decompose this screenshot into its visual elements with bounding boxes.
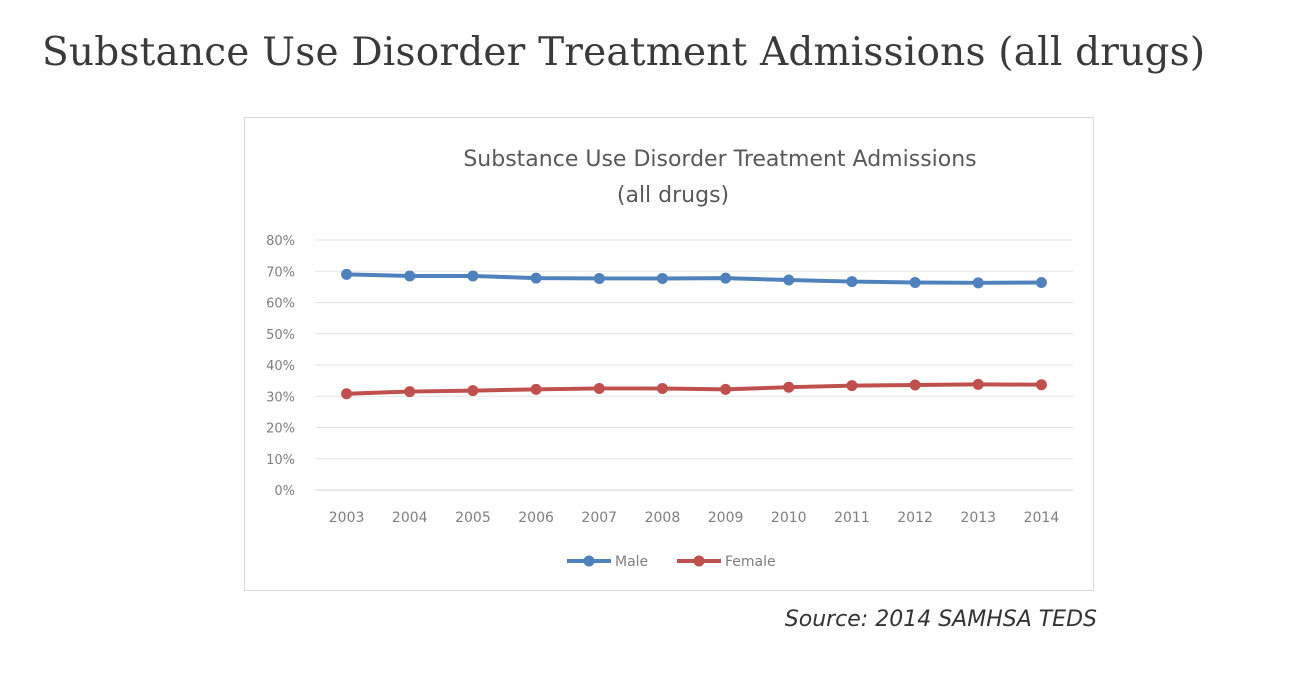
y-tick-label: 70% [266,265,295,280]
y-tick-label: 30% [266,390,295,405]
chart-frame: Substance Use Disorder Treatment Admissi… [244,117,1094,591]
series-female [341,378,1047,400]
legend-swatch-marker [583,555,595,567]
data-point [783,381,795,393]
data-point [656,382,668,394]
data-point [404,270,416,282]
data-point [530,272,542,284]
x-tick-label: 2008 [645,510,681,526]
legend: Male Female [567,554,776,570]
x-tick-label: 2007 [581,510,617,526]
legend-item-male: Male [567,554,648,570]
data-point [1035,277,1047,288]
y-axis-ticks: 0% 10% 20% 30% 40% 50% 60% 70% 80% [266,234,295,499]
data-point [720,383,732,395]
data-point [846,380,858,392]
data-point [972,277,984,289]
legend-label: Female [725,554,776,570]
y-tick-label: 40% [266,359,295,374]
data-point [1035,379,1047,391]
data-point [783,274,795,286]
x-tick-label: 2011 [834,510,870,526]
source-note: Source: 2014 SAMHSA TEDS [784,607,1097,632]
x-tick-label: 2003 [329,510,365,526]
y-tick-label: 10% [266,453,295,468]
data-point [909,379,921,391]
line-chart: Substance Use Disorder Treatment Admissi… [266,147,1073,570]
x-axis-ticks: 2003 2004 2005 2006 2007 2008 2009 2010 2011 2012… [329,510,1060,526]
data-point [593,272,605,284]
data-point [593,382,605,394]
y-tick-label: 50% [266,328,295,343]
y-tick-label: 80% [266,234,295,249]
gridlines [315,239,1073,491]
legend-label: Male [615,554,648,570]
data-point [467,270,479,282]
series-male [341,268,1047,289]
data-point [720,272,732,284]
y-tick-label: 20% [266,422,295,437]
x-tick-label: 2006 [518,510,554,526]
x-tick-label: 2005 [455,510,491,526]
chart-title-line-1: Substance Use Disorder Treatment Admissi… [463,147,976,172]
data-point [467,385,479,397]
legend-swatch-marker [693,555,705,567]
data-point [404,386,416,398]
x-tick-label: 2014 [1024,510,1060,526]
chart-title-line-2: (all drugs) [617,183,729,208]
series-line [346,382,1042,396]
series-line [346,272,1042,285]
data-point [341,388,353,400]
x-tick-label: 2012 [897,510,933,526]
data-point [846,276,858,288]
legend-item-female: Female [677,554,776,570]
data-point [972,378,984,390]
page-heading: Substance Use Disorder Treatment Admissi… [42,30,1206,75]
series-layer [341,268,1047,400]
x-tick-label: 2013 [960,510,996,526]
data-point [909,277,921,288]
y-tick-label: 60% [266,297,295,312]
x-tick-label: 2010 [771,510,807,526]
data-point [341,268,353,280]
x-tick-label: 2009 [708,510,744,526]
data-point [656,272,668,284]
data-point [530,383,542,395]
y-tick-label: 0% [274,484,295,499]
x-tick-label: 2004 [392,510,428,526]
